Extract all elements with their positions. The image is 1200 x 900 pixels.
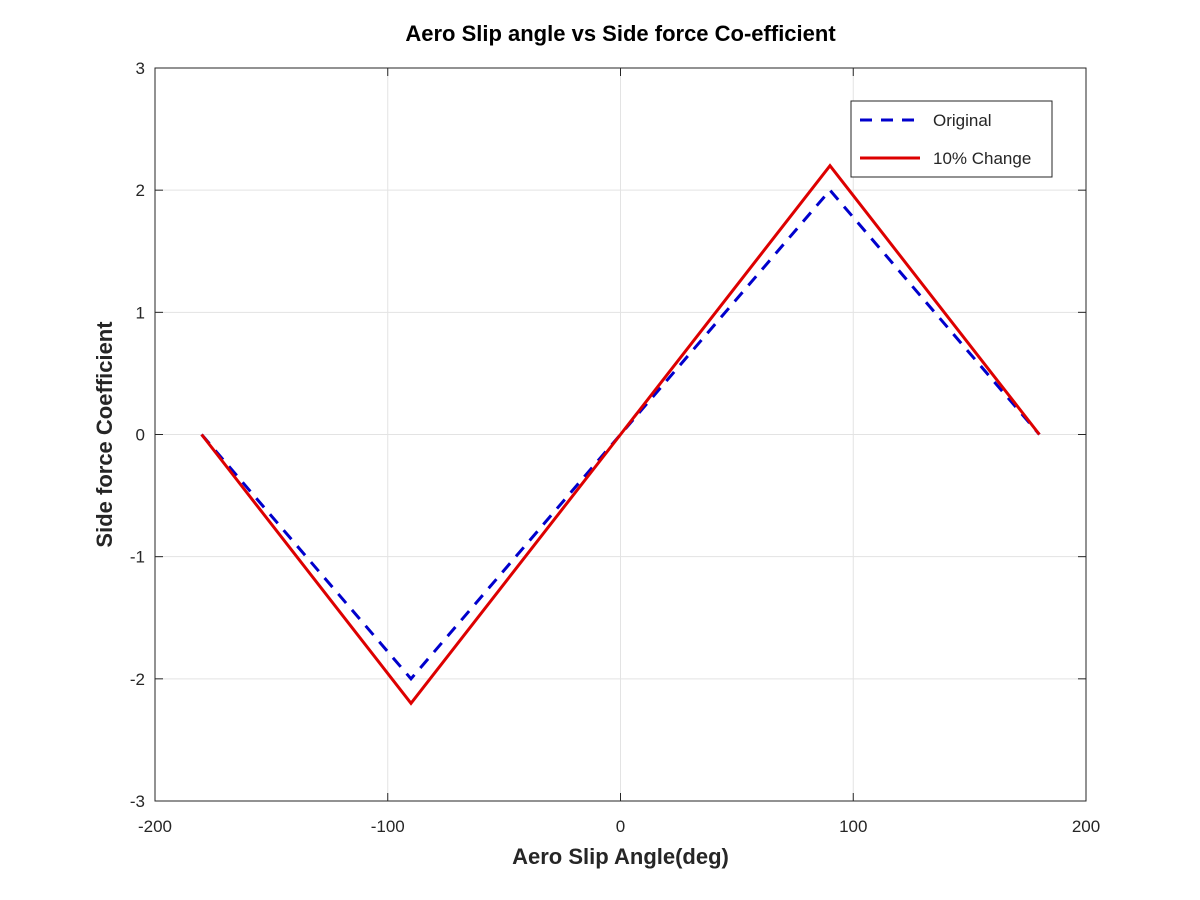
y-tick-label: -2 [130, 670, 145, 689]
y-tick-label: 3 [136, 59, 145, 78]
y-tick-label: 2 [136, 181, 145, 200]
legend-label-original: Original [933, 111, 992, 130]
x-tick-label: 0 [616, 817, 625, 836]
x-tick-label: 100 [839, 817, 867, 836]
y-tick-label: -3 [130, 792, 145, 811]
x-axis-title: Aero Slip Angle(deg) [512, 844, 729, 869]
legend-box [850, 100, 1053, 178]
series-line-original [200, 187, 1041, 682]
ticks: -200 -100 0 100 200 -3 -2 -1 0 1 2 3 [130, 59, 1100, 836]
y-tick-label: 0 [136, 426, 145, 445]
y-tick-label: -1 [130, 548, 145, 567]
series-line-10-change [200, 163, 1041, 706]
y-tick-label: 1 [136, 303, 145, 322]
x-tick-label: -100 [371, 817, 405, 836]
legend: Original 10% Change [850, 100, 1053, 178]
legend-label-10-percent-change: 10% Change [933, 149, 1031, 168]
series-lines [200, 163, 1041, 706]
x-tick-label: 200 [1072, 817, 1100, 836]
chart-title: Aero Slip angle vs Side force Co-efficie… [405, 21, 836, 46]
y-axis-title: Side force Coefficient [92, 321, 117, 548]
x-tick-label: -200 [138, 817, 172, 836]
